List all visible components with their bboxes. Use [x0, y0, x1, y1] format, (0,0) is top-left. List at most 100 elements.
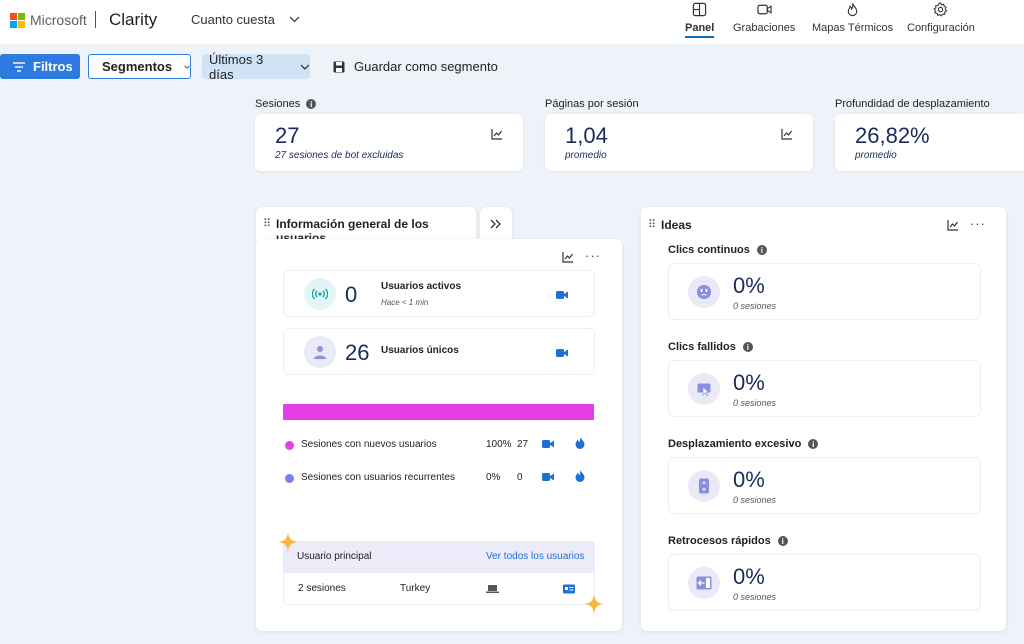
nav-mapas-termicos[interactable]: Mapas Térmicos [812, 2, 893, 34]
nav-grabaciones[interactable]: Grabaciones [733, 2, 795, 34]
chevron-down-icon [289, 16, 300, 23]
idea-card-quick-backs[interactable]: 0% 0 sesiones [668, 554, 981, 611]
trend-chart-icon[interactable] [562, 251, 574, 263]
dashboard-icon [692, 2, 707, 17]
metric-pages-title: Páginas por sesión [545, 98, 639, 110]
metric-pages-card: 1,04 promedio [545, 114, 813, 171]
idea-title-rage-clicks: Clics continuos i [668, 244, 767, 256]
save-segment-button[interactable]: Guardar como segmento [333, 54, 498, 79]
info-icon[interactable]: i [742, 342, 753, 352]
nav-configuracion[interactable]: Configuración [907, 2, 975, 34]
active-users-sub: Hace < 1 min [381, 298, 429, 307]
trend-chart-icon[interactable] [781, 128, 793, 140]
project-name: Cuanto cuesta [191, 12, 275, 27]
unique-users-card: 26 Usuarios únicos [283, 328, 595, 375]
trend-chart-icon[interactable] [491, 128, 503, 140]
unique-users-value: 26 [345, 340, 370, 365]
metric-pages-label: Páginas por sesión [545, 98, 639, 110]
trend-chart-icon[interactable] [947, 219, 959, 231]
collapse-panel-button[interactable] [480, 207, 512, 241]
video-icon[interactable] [556, 290, 568, 300]
idea-label: Clics continuos [668, 244, 750, 256]
user-distribution-bar [283, 404, 594, 420]
double-chevron-right-icon [490, 219, 501, 229]
microsoft-logo-icon [10, 12, 25, 28]
metric-scroll-sub: promedio [855, 150, 897, 161]
idea-card-dead-clicks[interactable]: 0% 0 sesiones [668, 360, 981, 417]
nav-panel-label: Panel [685, 22, 715, 38]
idea-label: Clics fallidos [668, 341, 736, 353]
idea-sub: 0 sesiones [733, 495, 777, 505]
top-user-title: Usuario principal [297, 551, 372, 562]
heatmap-flame-icon[interactable] [575, 469, 585, 482]
idea-card-excessive-scroll[interactable]: 0% 0 sesiones [668, 457, 981, 514]
active-users-card: 0 Usuarios activos Hace < 1 min [283, 270, 595, 317]
laptop-icon [486, 585, 499, 593]
angry-face-icon [688, 276, 720, 308]
more-options-icon[interactable]: ··· [970, 216, 986, 231]
idea-pct: 0% [733, 467, 765, 492]
idea-pct: 0% [733, 273, 765, 298]
top-user-sessions: 2 sesiones [298, 583, 346, 594]
ideas-panel: ⠿ Ideas ··· Clics continuos i 0% 0 sesio… [641, 207, 1006, 631]
nav-configuracion-label: Configuración [907, 22, 975, 34]
filters-button[interactable]: Filtros [0, 54, 80, 79]
metric-sessions-card: 27 27 sesiones de bot excluidas [255, 114, 523, 171]
ideas-title: Ideas [661, 218, 692, 232]
view-all-users-link[interactable]: Ver todos los usuarios [486, 551, 585, 562]
top-user-row[interactable]: 2 sesiones Turkey [283, 573, 595, 605]
date-range-button[interactable]: Últimos 3 días [202, 51, 310, 82]
project-selector[interactable]: Cuanto cuesta [191, 12, 300, 27]
nav-mapas-label: Mapas Térmicos [812, 22, 894, 34]
info-icon[interactable]: i [808, 439, 819, 449]
info-icon[interactable]: i [306, 99, 317, 109]
save-icon [333, 61, 345, 72]
idea-title-excessive-scroll: Desplazamiento excesivo i [668, 438, 819, 450]
legend-pct-returning: 0% [486, 472, 501, 483]
drag-handle-icon[interactable]: ⠿ [648, 219, 656, 231]
idea-card-rage-clicks[interactable]: 0% 0 sesiones [668, 263, 981, 320]
legend-label-returning: Sesiones con usuarios recurrentes [301, 472, 455, 483]
id-card-icon[interactable] [563, 584, 575, 594]
heatmap-flame-icon[interactable] [575, 436, 585, 449]
metric-scroll-value: 26,82% [855, 123, 930, 148]
product-name: Clarity [109, 10, 158, 29]
metric-pages-value: 1,04 [565, 123, 608, 148]
drag-handle-icon[interactable]: ⠿ [263, 218, 271, 230]
segments-button[interactable]: Segmentos [88, 54, 191, 79]
brand-divider [95, 11, 96, 28]
dead-click-icon [688, 373, 720, 405]
segments-label: Segmentos [102, 59, 173, 74]
idea-sub: 0 sesiones [733, 398, 777, 408]
legend-count-returning: 0 [517, 472, 523, 483]
top-user-header: Usuario principal Ver todos los usuarios [283, 541, 595, 573]
metric-sessions-title: Sesiones i [255, 98, 317, 110]
user-icon [304, 336, 336, 368]
video-icon[interactable] [542, 439, 554, 449]
video-icon [757, 4, 772, 15]
scroll-icon [688, 470, 720, 502]
date-range-label: Últimos 3 días [209, 51, 264, 82]
idea-label: Desplazamiento excesivo [668, 438, 802, 450]
nav-panel[interactable]: Panel [685, 2, 715, 38]
brand-name: Microsoft [30, 12, 87, 28]
metric-scroll-card: 26,82% promedio [835, 114, 1024, 171]
idea-sub: 0 sesiones [733, 301, 777, 311]
gear-icon [933, 2, 948, 17]
more-options-icon[interactable]: ··· [585, 248, 601, 263]
idea-pct: 0% [733, 564, 765, 589]
sparkle-icon [278, 532, 298, 552]
users-panel-header: ⠿ Información general de los usuarios [256, 207, 476, 245]
legend-count-new: 27 [517, 439, 529, 450]
video-icon[interactable] [542, 472, 554, 482]
metric-pages-sub: promedio [565, 150, 607, 161]
info-icon[interactable]: i [756, 245, 767, 255]
top-bar: Microsoft Clarity Cuanto cuesta Panel Gr… [0, 0, 1024, 44]
microsoft-logo: Microsoft [10, 12, 87, 28]
video-icon[interactable] [556, 348, 568, 358]
idea-title-quick-backs: Retrocesos rápidos i [668, 535, 788, 547]
info-icon[interactable]: i [777, 536, 788, 546]
legend-dot-new [285, 441, 294, 450]
idea-title-dead-clicks: Clics fallidos i [668, 341, 753, 353]
new-users-bar-segment [283, 404, 594, 420]
